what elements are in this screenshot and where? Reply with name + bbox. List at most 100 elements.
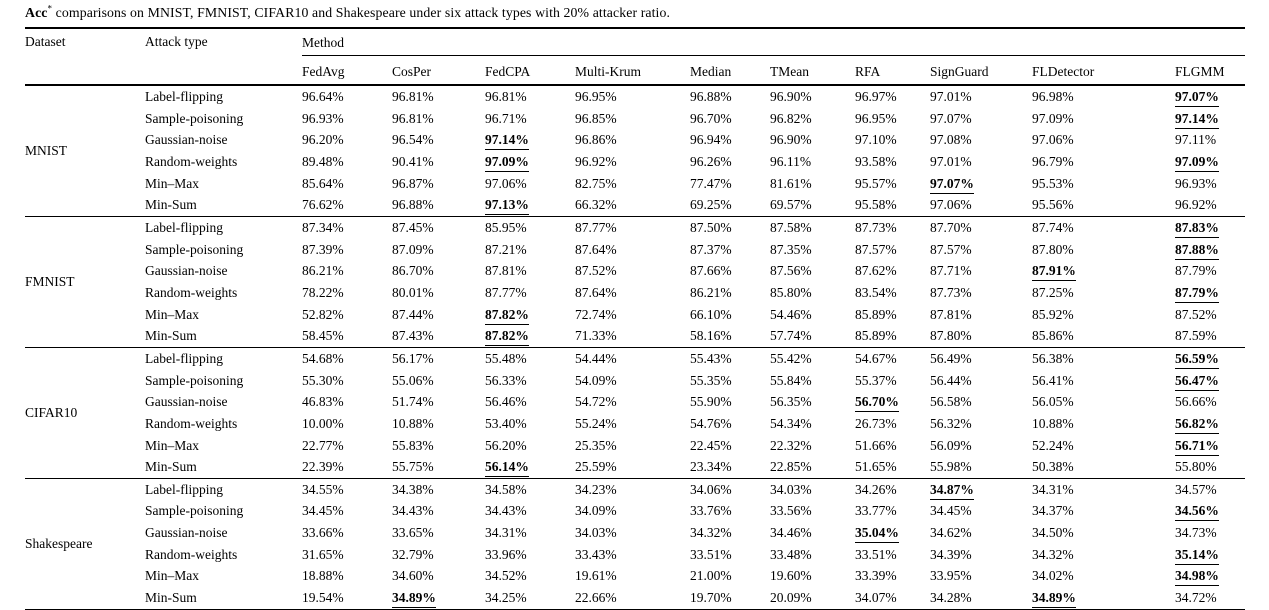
attack-type-label: Sample-poisoning (145, 241, 244, 257)
attack-type-label: Gaussian-noise (145, 525, 228, 541)
attack-type-label: Sample-poisoning (145, 503, 244, 519)
accuracy-cell-fedcpa: 34.31% (485, 525, 527, 541)
accuracy-cell-tmean: 96.90% (770, 132, 812, 148)
accuracy-cell-fedcpa: 85.95% (485, 219, 527, 235)
accuracy-cell-signguard: 87.57% (930, 241, 972, 257)
accuracy-cell-flgmm: 87.52% (1175, 306, 1217, 322)
accuracy-cell-cosper: 96.81% (392, 89, 434, 104)
accuracy-cell-fedavg: 46.83% (302, 394, 344, 410)
accuracy-cell-tmean: 96.90% (770, 89, 812, 104)
accuracy-cell-cosper: 56.17% (392, 350, 434, 366)
attack-type-label: Sample-poisoning (145, 110, 244, 126)
accuracy-cell-cosper: 87.44% (392, 306, 434, 322)
accuracy-cell-rfa: 85.89% (855, 306, 897, 322)
accuracy-cell-fedcpa: 87.82% (485, 304, 575, 326)
accuracy-cell-rfa: 96.95% (855, 110, 897, 126)
accuracy-cell-fedavg: 89.48% (302, 153, 344, 169)
accuracy-cell-tmean: 81.61% (770, 175, 812, 191)
accuracy-cell-fedcpa: 97.13% (485, 194, 575, 216)
accuracy-cell-fldetector: 34.37% (1032, 503, 1074, 519)
accuracy-cell-flgmm: 87.59% (1175, 328, 1217, 344)
accuracy-cell-fedavg: 10.00% (302, 415, 344, 431)
accuracy-cell-median: 23.34% (690, 459, 732, 475)
accuracy-cell-tmean: 33.48% (770, 546, 812, 562)
accuracy-cell-fedavg: 54.68% (302, 350, 344, 366)
accuracy-cell-signguard: 55.98% (930, 459, 972, 475)
attack-type-label: Gaussian-noise (145, 394, 228, 410)
accuracy-cell-fldetector: 10.88% (1032, 415, 1074, 431)
section-shakespeare: Shakespeare Label-flipping 34.55% 34.38% 34.… (25, 478, 1246, 610)
accuracy-cell-flgmm: 56.82% (1175, 413, 1245, 435)
table-row: FMNIST Label-flipping 87.34% 87.45% 85.95% 87… (25, 216, 1245, 289)
accuracy-cell-median: 86.21% (690, 284, 732, 300)
attack-type-label: Min-Sum (145, 328, 197, 344)
accuracy-cell-fldetector: 52.24% (1032, 437, 1074, 453)
accuracy-cell-rfa: 33.51% (855, 546, 897, 562)
accuracy-cell-fldetector: 95.53% (1032, 175, 1074, 191)
dataset-label-cifar10: CIFAR10 (25, 405, 78, 421)
accuracy-cell-rfa: 93.58% (855, 153, 897, 169)
accuracy-cell-signguard: 97.01% (930, 89, 972, 104)
accuracy-cell-fedavg: 87.34% (302, 219, 344, 235)
accuracy-cell-fldetector: 85.92% (1032, 306, 1074, 322)
accuracy-cell-flgmm: 96.92% (1175, 197, 1217, 213)
accuracy-cell-signguard: 56.32% (930, 415, 972, 431)
accuracy-cell-fedcpa: 53.40% (485, 415, 527, 431)
accuracy-cell-tmean: 87.56% (770, 263, 812, 279)
accuracy-cell-tmean: 87.35% (770, 241, 812, 257)
accuracy-cell-cosper: 80.01% (392, 284, 434, 300)
accuracy-cell-cosper: 96.87% (392, 175, 434, 191)
method-header-tmean: TMean (770, 63, 809, 79)
accuracy-cell-signguard: 56.44% (930, 372, 972, 388)
accuracy-cell-cosper: 33.65% (392, 525, 434, 541)
accuracy-cell-fedavg: 34.45% (302, 503, 344, 519)
accuracy-cell-rfa: 33.39% (855, 568, 897, 584)
accuracy-cell-rfa: 95.58% (855, 197, 897, 213)
accuracy-cell-fedcpa: 33.96% (485, 546, 527, 562)
accuracy-cell-fldetector: 95.56% (1032, 197, 1074, 213)
accuracy-cell-fedcpa: 87.77% (485, 284, 527, 300)
best-value: 56.14% (485, 459, 529, 478)
accuracy-cell-flgmm: 34.73% (1175, 525, 1217, 541)
accuracy-cell-median: 96.26% (690, 153, 732, 169)
accuracy-cell-median: 55.35% (690, 372, 732, 388)
accuracy-cell-fedavg: 76.62% (302, 197, 344, 213)
attack-type-label: Min-Sum (145, 590, 197, 606)
accuracy-cell-flgmm: 35.14% (1175, 544, 1245, 566)
accuracy-cell-fldetector: 87.80% (1032, 241, 1074, 257)
accuracy-cell-signguard: 34.62% (930, 525, 972, 541)
table-row: Shakespeare Label-flipping 34.55% 34.38% 34.… (25, 478, 1245, 551)
accuracy-cell-signguard: 34.28% (930, 590, 972, 606)
table-caption: Acc* comparisons on MNIST, FMNIST, CIFAR… (25, 4, 1245, 21)
accuracy-cell-fedcpa: 34.43% (485, 503, 527, 519)
accuracy-cell-multi-krum: 19.61% (575, 568, 617, 584)
table-row: CIFAR10 Label-flipping 54.68% 56.17% 55.48% 5… (25, 347, 1245, 420)
accuracy-cell-multi-krum: 87.52% (575, 263, 617, 279)
accuracy-cell-signguard: 87.70% (930, 219, 972, 235)
accuracy-cell-multi-krum: 22.66% (575, 590, 617, 606)
method-header-flgmm: FLGMM (1175, 63, 1225, 79)
accuracy-cell-fedavg: 22.77% (302, 437, 344, 453)
accuracy-cell-fedcpa: 87.81% (485, 263, 527, 279)
accuracy-cell-cosper: 34.89% (392, 587, 485, 610)
attack-type-label: Label-flipping (145, 481, 223, 497)
method-header-fedcpa: FedCPA (485, 63, 531, 79)
table-row: Random-weights 89.48% 90.41% 97.09% 96.92% 96… (25, 151, 1245, 173)
section-cifar10: CIFAR10 Label-flipping 54.68% 56.17% 55.48% 5… (25, 347, 1246, 478)
accuracy-cell-flgmm: 56.47% (1175, 370, 1245, 392)
accuracy-cell-fldetector: 97.09% (1032, 110, 1074, 126)
method-header-median: Median (690, 63, 732, 79)
accuracy-cell-flgmm: 56.59% (1175, 347, 1245, 369)
table-row: Min-Sum 76.62% 96.88% 97.13% 66.32% 69.25% 69.… (25, 194, 1245, 216)
accuracy-cell-tmean: 55.42% (770, 350, 812, 366)
accuracy-cell-median: 19.70% (690, 590, 732, 606)
dataset-label-mnist: MNIST (25, 143, 68, 159)
accuracy-cell-signguard: 97.08% (930, 132, 972, 148)
attack-type-label: Gaussian-noise (145, 132, 228, 148)
accuracy-cell-fldetector: 34.32% (1032, 546, 1074, 562)
best-value: 34.89% (392, 590, 436, 609)
accuracy-cell-multi-krum: 66.32% (575, 197, 617, 213)
accuracy-cell-multi-krum: 54.72% (575, 394, 617, 410)
accuracy-cell-flgmm: 56.66% (1175, 394, 1217, 410)
accuracy-cell-rfa: 96.97% (855, 89, 897, 104)
